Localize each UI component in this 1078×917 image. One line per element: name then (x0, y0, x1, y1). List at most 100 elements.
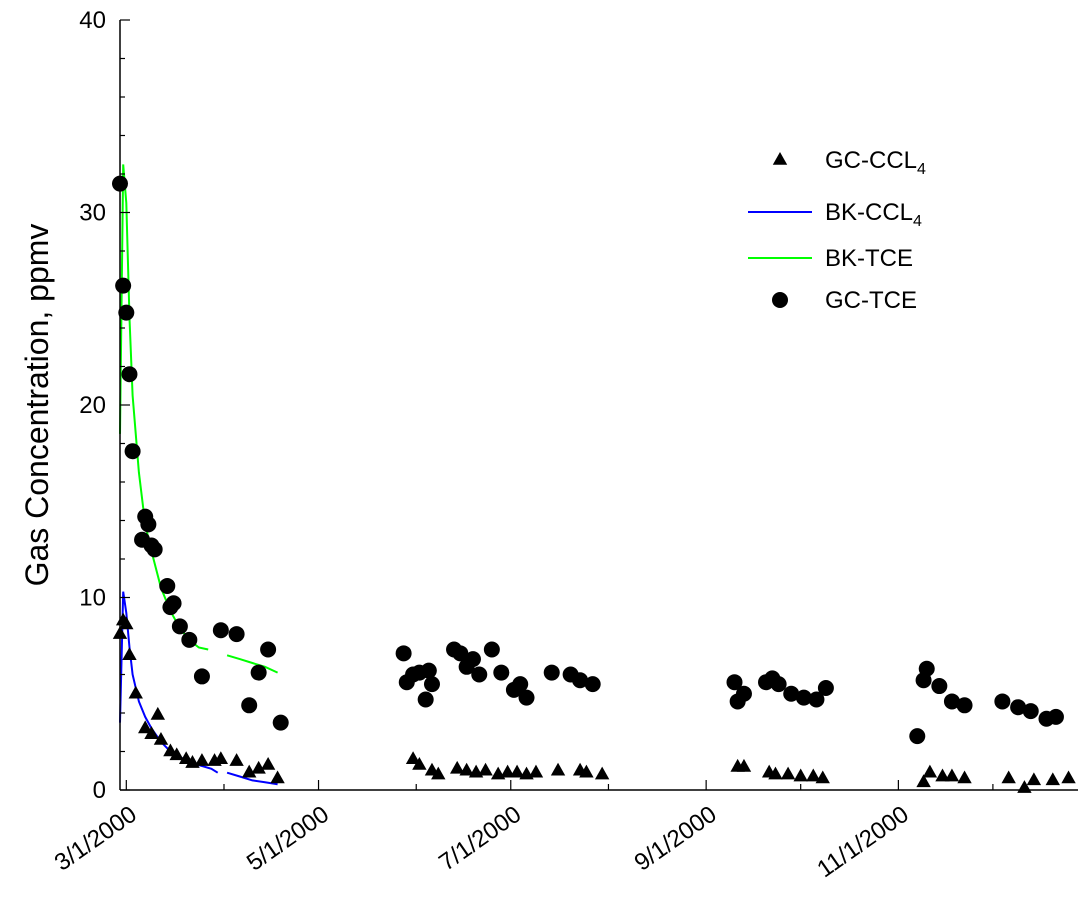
data-point-gc-tce (420, 662, 437, 679)
data-point-gc-ccl4 (957, 770, 972, 784)
data-point-gc-ccl4 (229, 753, 244, 766)
data-point-gc-tce (770, 676, 787, 693)
data-point-gc-tce (1047, 708, 1064, 725)
data-point-gc-tce (483, 641, 500, 658)
data-point-gc-ccl4 (119, 616, 134, 630)
data-point-gc-ccl4 (528, 764, 544, 778)
data-point-gc-tce (228, 626, 245, 643)
data-point-gc-ccl4 (449, 760, 465, 774)
data-point-gc-tce (118, 304, 135, 321)
x-tick-label: 9/1/2000 (630, 801, 722, 877)
series-markers (112, 175, 1076, 793)
data-point-gc-ccl4 (122, 647, 137, 661)
data-point-gc-tce (140, 516, 157, 533)
data-point-gc-tce (518, 689, 535, 706)
data-point-gc-ccl4 (242, 764, 257, 778)
data-point-gc-tce (493, 664, 510, 681)
data-point-gc-ccl4 (579, 764, 594, 778)
data-point-gc-ccl4 (1045, 772, 1060, 786)
data-point-gc-tce (115, 277, 132, 294)
data-point-gc-tce (423, 676, 440, 693)
data-point-gc-tce (272, 714, 289, 731)
data-point-gc-ccl4 (806, 768, 821, 782)
legend-label-bk-tce: BK-TCE (825, 245, 913, 272)
data-point-gc-ccl4 (431, 766, 446, 780)
data-point-gc-tce (543, 664, 560, 681)
data-point-gc-tce (795, 689, 812, 706)
data-point-gc-tce (909, 728, 926, 745)
data-point-gc-tce (417, 691, 434, 708)
data-point-gc-tce (452, 645, 469, 662)
y-tick-label: 30 (79, 200, 106, 227)
y-tick-label: 0 (93, 777, 106, 804)
data-point-gc-ccl4 (509, 764, 525, 778)
data-point-gc-tce (159, 577, 176, 594)
data-point-gc-ccl4 (1026, 772, 1042, 786)
series-line-bk-tce (119, 164, 279, 674)
data-point-gc-ccl4 (793, 768, 808, 782)
data-point-gc-ccl4 (194, 753, 210, 766)
data-point-gc-tce (584, 676, 601, 693)
data-point-gc-tce (212, 622, 229, 639)
data-point-gc-ccl4 (459, 762, 474, 776)
series-line-bk-ccl4 (119, 591, 278, 786)
data-point-gc-ccl4 (1001, 770, 1016, 784)
data-point-gc-tce (146, 541, 163, 558)
data-point-gc-tce (572, 672, 589, 689)
data-point-gc-ccl4 (144, 726, 159, 739)
data-point-gc-tce (395, 645, 412, 662)
data-point-gc-tce (1022, 703, 1039, 720)
series-lines (119, 164, 279, 786)
data-point-gc-tce (943, 693, 960, 710)
data-point-gc-ccl4 (138, 720, 153, 734)
legend-label-gc-ccl4: GC-CCL4 (825, 147, 926, 178)
y-axis-title: Gas Concentration, ppmv (19, 224, 55, 587)
data-point-gc-tce (735, 685, 752, 702)
y-tick-label: 40 (79, 7, 106, 34)
data-point-gc-ccl4 (550, 762, 566, 776)
legend-label-gc-tce: GC-TCE (825, 287, 917, 314)
legend-label-bk-ccl4: BK-CCL4 (825, 199, 922, 230)
legend: GC-CCL4 BK-CCL4 BK-TCE GC-TCE (748, 147, 926, 314)
data-point-gc-ccl4 (768, 766, 783, 780)
data-point-gc-ccl4 (251, 760, 266, 774)
data-point-gc-ccl4 (500, 764, 515, 778)
data-point-gc-tce (124, 443, 141, 460)
y-tick-label: 20 (79, 392, 106, 419)
data-point-gc-tce (193, 668, 210, 685)
x-tick-label: 5/1/2000 (242, 801, 334, 877)
data-point-gc-tce (181, 631, 198, 648)
legend-swatch-gc-ccl4 (772, 152, 788, 165)
data-point-gc-ccl4 (260, 756, 276, 770)
data-point-gc-ccl4 (169, 747, 184, 761)
data-point-gc-tce (121, 366, 138, 383)
data-point-gc-tce (260, 641, 277, 658)
data-point-gc-ccl4 (1061, 770, 1076, 784)
x-tick-label: 7/1/2000 (434, 801, 526, 877)
data-point-gc-ccl4 (405, 751, 421, 764)
data-point-gc-ccl4 (153, 731, 169, 745)
data-point-gc-ccl4 (736, 758, 752, 772)
data-point-gc-tce (994, 693, 1011, 710)
y-tick-label: 10 (79, 585, 106, 612)
data-point-gc-ccl4 (213, 751, 229, 764)
data-point-gc-ccl4 (922, 764, 938, 778)
data-point-gc-tce (931, 678, 948, 695)
x-tick-label: 11/1/2000 (812, 801, 913, 883)
data-point-gc-tce (471, 666, 488, 683)
data-point-gc-ccl4 (815, 770, 830, 784)
data-point-gc-tce (726, 674, 743, 691)
data-point-gc-ccl4 (270, 770, 285, 784)
data-point-gc-tce (817, 679, 834, 696)
data-point-gc-tce (1010, 699, 1027, 716)
data-point-gc-ccl4 (944, 768, 960, 782)
data-point-gc-ccl4 (916, 774, 931, 788)
legend-swatch-gc-tce (772, 292, 788, 308)
data-point-gc-tce (241, 697, 258, 714)
data-point-gc-ccl4 (128, 685, 143, 699)
data-point-gc-tce (464, 651, 481, 668)
data-point-gc-tce (783, 685, 800, 702)
data-point-gc-tce (250, 664, 267, 681)
data-point-gc-tce (956, 697, 973, 714)
